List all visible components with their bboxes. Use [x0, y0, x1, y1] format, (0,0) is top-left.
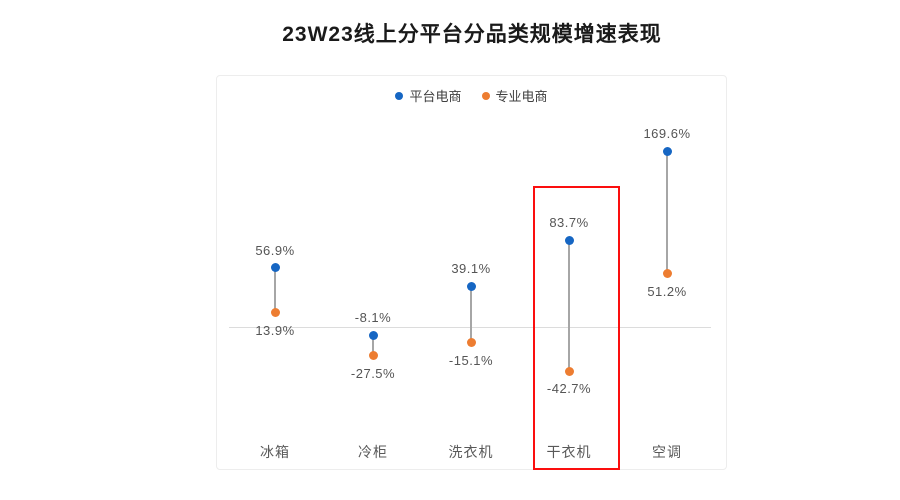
zero-baseline	[229, 327, 711, 328]
value-label: -15.1%	[448, 352, 494, 368]
chart-title: 23W23线上分平台分品类规模增速表现	[282, 23, 662, 46]
connector-line	[568, 240, 570, 372]
plot-area: 平台电商 专业电商 56.9% 13.9% 冰箱 -8.1% -27.5% 冷柜 39.1%…	[216, 75, 727, 470]
data-point-specialized	[270, 308, 280, 318]
value-label: -27.5%	[350, 365, 396, 381]
data-point-platform	[662, 146, 672, 156]
connector-line	[372, 335, 374, 356]
category-label: 冷柜	[358, 444, 388, 460]
data-point-platform	[466, 281, 476, 291]
value-label: 56.9%	[255, 242, 295, 258]
category-label: 空调	[652, 444, 682, 460]
connector-line	[470, 286, 472, 343]
data-point-specialized	[368, 351, 378, 361]
value-label: -8.1%	[354, 310, 392, 326]
category-label: 干衣机	[546, 444, 592, 460]
category-label: 冰箱	[260, 444, 290, 460]
legend-label-platform: 平台电商	[409, 89, 462, 104]
value-label: 13.9%	[255, 322, 295, 338]
connector-line	[666, 151, 668, 274]
category-label: 洗衣机	[448, 444, 494, 460]
data-point-specialized	[564, 366, 574, 376]
connector-line	[274, 267, 276, 313]
legend-dot-platform-icon	[395, 91, 404, 100]
value-label: -42.7%	[546, 381, 592, 397]
data-point-specialized	[466, 338, 476, 348]
data-point-platform	[368, 330, 378, 340]
value-label: 39.1%	[451, 261, 491, 277]
data-point-platform	[564, 235, 574, 245]
legend-dot-specialized-icon	[481, 91, 490, 100]
legend: 平台电商 专业电商	[217, 86, 726, 105]
legend-item-specialized: 专业电商	[481, 86, 548, 105]
legend-item-platform: 平台电商	[395, 86, 462, 105]
highlight-box	[533, 186, 620, 470]
value-label: 51.2%	[647, 283, 687, 299]
value-label: 169.6%	[643, 126, 691, 141]
data-point-platform	[270, 263, 280, 273]
legend-label-specialized: 专业电商	[495, 89, 548, 104]
value-label: 83.7%	[549, 215, 589, 231]
data-point-specialized	[662, 269, 672, 279]
